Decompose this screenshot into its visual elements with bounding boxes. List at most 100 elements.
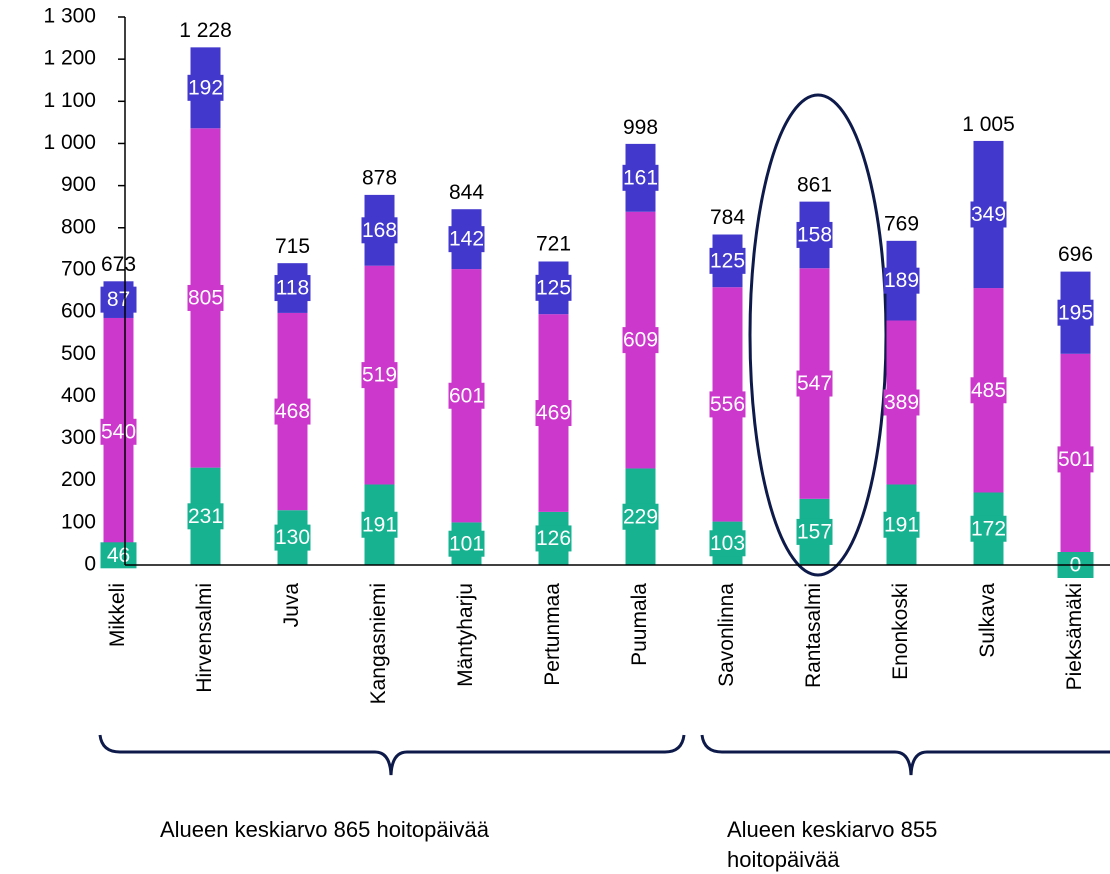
value-label: 192	[188, 76, 223, 99]
value-label-bg	[883, 511, 920, 538]
total-label: 721	[536, 233, 571, 256]
value-label: 469	[536, 402, 571, 425]
value-label: 540	[101, 420, 136, 443]
y-tick-label: 700	[61, 257, 96, 280]
value-label: 172	[971, 517, 1006, 540]
value-label: 125	[536, 276, 571, 299]
value-label: 189	[883, 267, 920, 294]
value-label: 501	[1057, 446, 1094, 473]
x-tick-label: Mäntyharju	[454, 583, 477, 687]
value-label: 103	[709, 530, 746, 557]
value-label: 191	[883, 511, 920, 538]
value-label-bg	[187, 503, 224, 530]
value-label: 157	[797, 520, 832, 543]
value-label-bg	[709, 247, 746, 274]
value-label-bg	[187, 74, 224, 101]
value-label-bg	[361, 217, 398, 244]
annotation: Alueen keskiarvo 855 hoitopäivää	[727, 817, 938, 872]
value-label: 609	[622, 327, 659, 354]
value-label: 195	[1057, 299, 1094, 326]
total-label: 784	[710, 206, 745, 229]
value-label: 130	[274, 524, 311, 551]
value-label: 101	[448, 530, 485, 557]
value-label: 501	[1058, 448, 1093, 471]
value-label: 519	[361, 362, 398, 389]
bracket	[98, 734, 686, 776]
value-label: 168	[362, 219, 397, 242]
value-label: 469	[535, 400, 572, 427]
value-label-bg	[187, 284, 224, 311]
value-label-bg	[796, 221, 833, 248]
value-label: 157	[796, 518, 833, 545]
value-label: 142	[449, 228, 484, 251]
value-label-bg	[535, 525, 572, 552]
value-label: 103	[710, 532, 745, 555]
value-label: 189	[884, 269, 919, 292]
x-tick-label: Savonlinna	[715, 583, 738, 687]
value-label: 389	[883, 389, 920, 416]
value-label-bg	[883, 389, 920, 416]
value-label: 191	[884, 513, 919, 536]
value-label: 125	[535, 274, 572, 301]
value-label: 556	[709, 391, 746, 418]
total-label: 1 005	[962, 113, 1015, 136]
value-label: 601	[448, 382, 485, 409]
y-tick-label: 1 300	[43, 5, 96, 28]
value-label: 519	[362, 364, 397, 387]
total-label: 878	[362, 166, 397, 189]
value-label-bg	[274, 398, 311, 425]
x-tick-label: Sulkava	[976, 583, 999, 658]
y-tick-label: 1 000	[43, 131, 96, 154]
value-label: 485	[970, 377, 1007, 404]
value-label-bg	[274, 524, 311, 551]
value-label: 125	[709, 247, 746, 274]
value-label: 191	[362, 513, 397, 536]
value-label-bg	[535, 400, 572, 427]
value-label: 229	[622, 503, 659, 530]
value-label-bg	[535, 274, 572, 301]
value-label-bg	[448, 530, 485, 557]
value-label-bg	[796, 370, 833, 397]
value-label: 118	[274, 275, 311, 302]
y-tick-label: 0	[84, 553, 96, 576]
value-label-bg	[970, 377, 1007, 404]
value-label: 601	[449, 384, 484, 407]
value-label-bg	[100, 286, 137, 313]
x-tick-label: Puumala	[628, 583, 651, 666]
total-label: 715	[275, 235, 310, 258]
annotation: Alueen keskiarvo 865 hoitopäivää	[160, 817, 490, 842]
value-label: 172	[970, 515, 1007, 542]
value-label: 158	[797, 223, 832, 246]
value-label: 556	[710, 393, 745, 416]
y-tick-label: 200	[61, 468, 96, 491]
value-label-bg	[100, 542, 137, 569]
value-label: 547	[796, 370, 833, 397]
value-label: 468	[275, 400, 310, 423]
value-label: 142	[448, 226, 485, 253]
y-tick-label: 300	[61, 426, 96, 449]
value-label: 349	[971, 203, 1006, 226]
x-tick-label: Juva	[280, 583, 303, 628]
value-label: 126	[535, 525, 572, 552]
value-label: 195	[1058, 301, 1093, 324]
value-label: 485	[971, 379, 1006, 402]
x-tick-label: Kangasniemi	[367, 583, 390, 704]
total-label: 998	[623, 116, 658, 139]
value-label: 231	[188, 505, 223, 528]
value-label-bg	[448, 382, 485, 409]
value-label: 805	[188, 287, 223, 310]
highlight-ellipse	[748, 93, 888, 577]
value-label: 389	[884, 391, 919, 414]
value-label-bg	[361, 362, 398, 389]
value-label-bg	[622, 164, 659, 191]
y-tick-label: 900	[61, 173, 96, 196]
total-label: 673	[101, 253, 136, 276]
total-label: 861	[797, 174, 832, 197]
x-tick-label: Enonkoski	[889, 583, 912, 680]
x-tick-label: Mikkeli	[106, 583, 129, 647]
x-tick-label: Pertunmaa	[541, 583, 564, 686]
value-label: 468	[274, 398, 311, 425]
value-label-bg	[709, 530, 746, 557]
x-tick-label: Hirvensalmi	[193, 583, 216, 693]
